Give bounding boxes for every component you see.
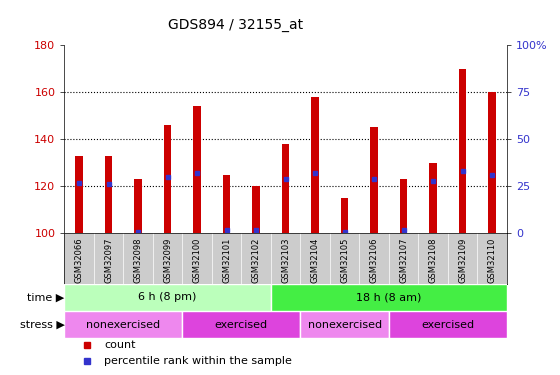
Text: percentile rank within the sample: percentile rank within the sample	[104, 356, 292, 366]
Text: GSM32100: GSM32100	[193, 237, 202, 283]
Text: count: count	[104, 340, 136, 350]
Bar	[76, 156, 83, 234]
Bar	[300, 311, 389, 338]
Text: GSM32104: GSM32104	[311, 237, 320, 283]
Bar	[64, 284, 271, 311]
Text: GSM32066: GSM32066	[74, 237, 83, 283]
Bar	[271, 284, 507, 311]
Bar	[488, 92, 496, 234]
Bar	[64, 311, 183, 338]
Text: GSM32098: GSM32098	[134, 237, 143, 283]
Text: nonexercised: nonexercised	[307, 320, 382, 330]
Text: GSM32103: GSM32103	[281, 237, 290, 283]
Text: GSM32107: GSM32107	[399, 237, 408, 283]
Bar	[282, 144, 290, 234]
Text: GSM32106: GSM32106	[370, 237, 379, 283]
Text: nonexercised: nonexercised	[86, 320, 161, 330]
Text: GSM32101: GSM32101	[222, 237, 231, 283]
Text: GSM32110: GSM32110	[488, 237, 497, 283]
Bar	[183, 311, 300, 338]
Bar	[134, 179, 142, 234]
Text: GSM32097: GSM32097	[104, 237, 113, 283]
Text: stress ▶: stress ▶	[20, 320, 64, 330]
Bar	[341, 198, 348, 234]
Bar	[105, 156, 113, 234]
Text: 6 h (8 pm): 6 h (8 pm)	[138, 292, 197, 302]
Text: time ▶: time ▶	[27, 292, 64, 302]
Text: exercised: exercised	[215, 320, 268, 330]
Bar	[311, 97, 319, 234]
Text: GSM32109: GSM32109	[458, 237, 467, 283]
Text: GSM32108: GSM32108	[428, 237, 437, 283]
Text: exercised: exercised	[421, 320, 474, 330]
Text: GSM32102: GSM32102	[251, 237, 260, 283]
Bar	[400, 179, 407, 234]
Bar	[223, 175, 230, 234]
Text: GDS894 / 32155_at: GDS894 / 32155_at	[167, 18, 303, 32]
Text: 18 h (8 am): 18 h (8 am)	[356, 292, 422, 302]
Bar	[389, 311, 507, 338]
Bar	[430, 163, 437, 234]
Bar	[164, 125, 171, 234]
Bar	[370, 128, 378, 234]
Text: GSM32099: GSM32099	[163, 237, 172, 283]
Bar	[253, 186, 260, 234]
Text: GSM32105: GSM32105	[340, 237, 349, 283]
Bar	[459, 69, 466, 234]
Bar	[193, 106, 201, 234]
